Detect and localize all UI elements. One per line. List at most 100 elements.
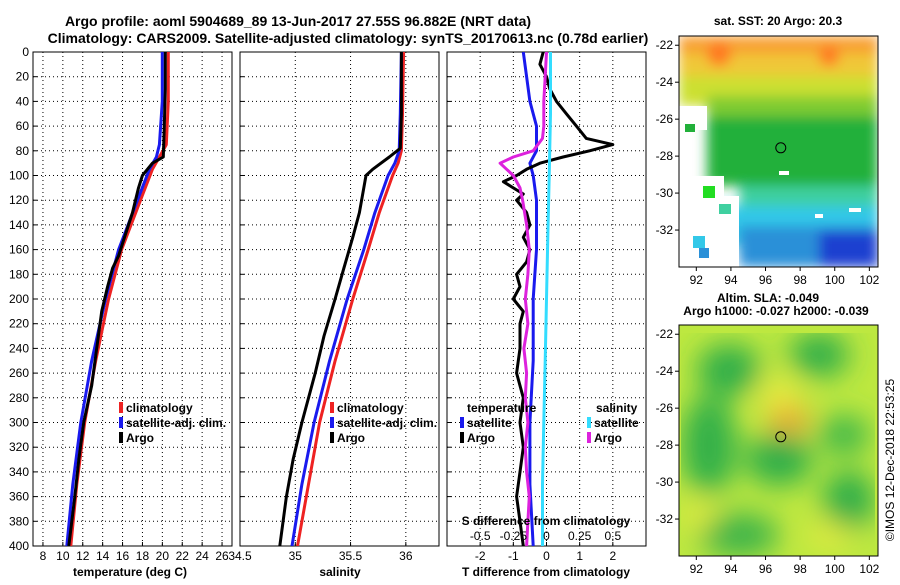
x-tick-label: 14 [96, 549, 110, 563]
series-line-salinity-argo [498, 52, 548, 546]
depth-tick-label: 40 [16, 94, 30, 108]
depth-tick-label: 400 [9, 539, 29, 553]
temperature-x-ticks: 8 10 12 14 16 18 20 22 24 26 [40, 549, 229, 563]
depth-tick-label: 160 [9, 243, 29, 257]
sst-argo-location-marker [775, 142, 787, 154]
legend-label-argo: Argo [337, 431, 365, 445]
legend-swatch-t-argo [460, 432, 464, 443]
s-diff-tick-label: 0 [543, 529, 550, 543]
sla-map-lon-ticks: 92 94 96 98 100 102 [690, 556, 880, 576]
salinity-x-ticks: 34.5 35 35.5 36 [228, 549, 413, 563]
sst-map-title: sat. SST: 20 Argo: 20.3 [714, 14, 843, 28]
legend-swatch-satellite [330, 417, 334, 428]
depth-tick-label: 100 [9, 169, 29, 183]
legend-swatch-s-argo [587, 432, 591, 443]
legend-swatch-argo [330, 432, 334, 443]
sla-map-lat-ticks: -22 -24 -26 -28 -30 -32 [656, 327, 679, 526]
legend-heading-temperature: temperature [467, 401, 537, 415]
x-tick-label: 1 [576, 549, 583, 563]
difference-grid [447, 52, 646, 546]
legend-label-s-argo: Argo [594, 431, 622, 445]
lon-tick-label: 96 [759, 273, 773, 287]
x-tick-label: -2 [475, 549, 486, 563]
lon-tick-label: 92 [690, 562, 704, 576]
lon-tick-label: 94 [724, 273, 738, 287]
sla-map [679, 325, 878, 556]
legend-label-argo: Argo [126, 431, 154, 445]
legend-label-climatology: climatology [337, 401, 404, 415]
figure-subtitle: Climatology: CARS2009. Satellite-adjuste… [48, 30, 649, 46]
lat-tick-label: -26 [656, 112, 674, 126]
lon-tick-label: 96 [759, 562, 773, 576]
lat-tick-label: -30 [656, 475, 674, 489]
depth-tick-label: 60 [16, 119, 30, 133]
x-tick-label: 34.5 [228, 549, 252, 563]
sst-map-frame [678, 35, 879, 268]
lon-tick-label: 100 [825, 562, 845, 576]
series-line-argo [67, 52, 167, 546]
s-diff-tick-label: 0.25 [568, 529, 592, 543]
temperature-lines [65, 52, 170, 546]
temperature-legend: climatology satellite-adj. clim. Argo [119, 401, 226, 445]
salinity-lines [278, 52, 406, 546]
legend-heading-salinity: salinity [596, 401, 638, 415]
x-tick-label: 2 [609, 549, 616, 563]
depth-tick-label: 80 [16, 144, 30, 158]
sla-map-title: Altim. SLA: -0.049 [717, 291, 819, 305]
sst-map-lon-ticks: 92 94 96 98 100 102 [690, 267, 880, 287]
lat-tick-label: -32 [656, 512, 674, 526]
lon-tick-label: 92 [690, 273, 704, 287]
legend-label-s-satellite: satellite [594, 416, 639, 430]
x-tick-label: -1 [508, 549, 519, 563]
lat-tick-label: -22 [656, 327, 674, 341]
lon-tick-label: 98 [793, 273, 807, 287]
series-line-temperature-argo [501, 52, 615, 546]
sla-argo-location-marker [775, 431, 787, 443]
temperature-grid [33, 52, 232, 546]
depth-tick-label: 0 [22, 45, 29, 59]
lon-tick-label: 102 [859, 273, 879, 287]
s-diff-tick-label: -0.25 [500, 529, 528, 543]
lat-tick-label: -28 [656, 149, 674, 163]
salinity-diff-x-ticks: -0.5 -0.25 0 0.25 0.5 [470, 529, 622, 543]
lat-tick-label: -26 [656, 401, 674, 415]
s-diff-tick-label: -0.5 [470, 529, 491, 543]
legend-swatch-s-satellite [587, 417, 591, 428]
legend-swatch-climatology [119, 402, 123, 413]
difference-lines [498, 52, 615, 546]
figure-title: Argo profile: aoml 5904689_89 13-Jun-201… [65, 13, 531, 29]
legend-label-satellite: satellite-adj. clim. [126, 416, 226, 430]
lat-tick-label: -22 [656, 38, 674, 52]
temperature-panel-frame [32, 51, 233, 547]
series-line-climatology [296, 52, 406, 546]
lon-tick-label: 98 [793, 562, 807, 576]
x-tick-label: 26 [215, 549, 229, 563]
legend-label-t-satellite: satellite [467, 416, 512, 430]
depth-tick-label: 280 [9, 391, 29, 405]
salinity-grid [240, 52, 439, 546]
depth-tick-label: 180 [9, 267, 29, 281]
depth-tick-label: 360 [9, 490, 29, 504]
x-tick-label: 36 [399, 549, 413, 563]
depth-tick-label: 260 [9, 366, 29, 380]
lat-tick-label: -30 [656, 186, 674, 200]
legend-swatch-satellite [119, 417, 123, 428]
legend-swatch-argo [119, 432, 123, 443]
sst-map-lat-ticks: -22 -24 -26 -28 -30 -32 [656, 38, 679, 237]
depth-tick-label: 120 [9, 193, 29, 207]
x-tick-label: 8 [40, 549, 47, 563]
x-tick-label: 0 [543, 549, 550, 563]
x-tick-label: 22 [176, 549, 190, 563]
lon-tick-label: 94 [724, 562, 738, 576]
series-line-argo [278, 52, 403, 546]
depth-tick-label: 340 [9, 465, 29, 479]
depth-tick-label: 380 [9, 514, 29, 528]
legend-label-satellite: satellite-adj. clim. [337, 416, 437, 430]
lat-tick-label: -24 [656, 364, 674, 378]
depth-tick-label: 220 [9, 317, 29, 331]
series-line-salinity-satellite [541, 52, 552, 546]
lat-tick-label: -24 [656, 75, 674, 89]
difference-legend: temperature satellite Argo salinity sate… [460, 401, 639, 445]
x-tick-label: 20 [156, 549, 170, 563]
